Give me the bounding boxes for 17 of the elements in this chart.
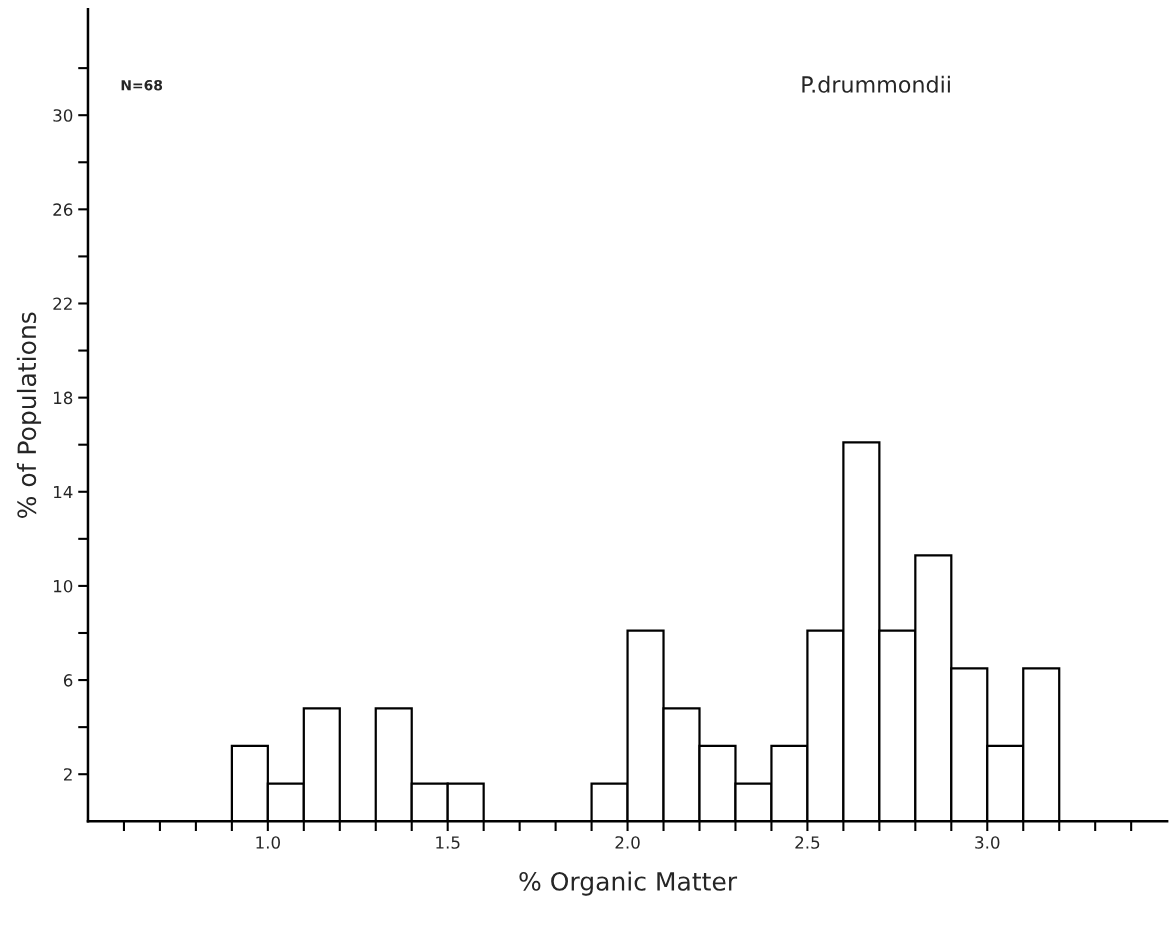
y-tick-label: 30	[53, 109, 73, 122]
y-tick-label: 14	[54, 485, 73, 499]
x-tick-label: 1.0	[256, 836, 280, 849]
y-tick-label: 22	[53, 297, 72, 310]
y-tick-label: 2	[64, 768, 72, 781]
annotation: P.drummondii	[802, 75, 950, 93]
x-tick-label: 3.0	[975, 836, 1000, 849]
y-tick-label: 18	[54, 391, 73, 405]
y-tick-label: 6	[63, 674, 73, 687]
y-tick-label: 26	[53, 203, 73, 216]
y-axis-title: % of Populations	[16, 312, 42, 518]
x-tick-label: 2.5	[795, 836, 820, 849]
y-tick-label: 10	[54, 579, 73, 593]
x-tick-label: 1.5	[436, 836, 460, 849]
x-tick-label: 2.0	[615, 836, 640, 849]
annotation: N=68	[121, 79, 163, 91]
x-axis-title: % Organic Matter	[519, 871, 738, 896]
